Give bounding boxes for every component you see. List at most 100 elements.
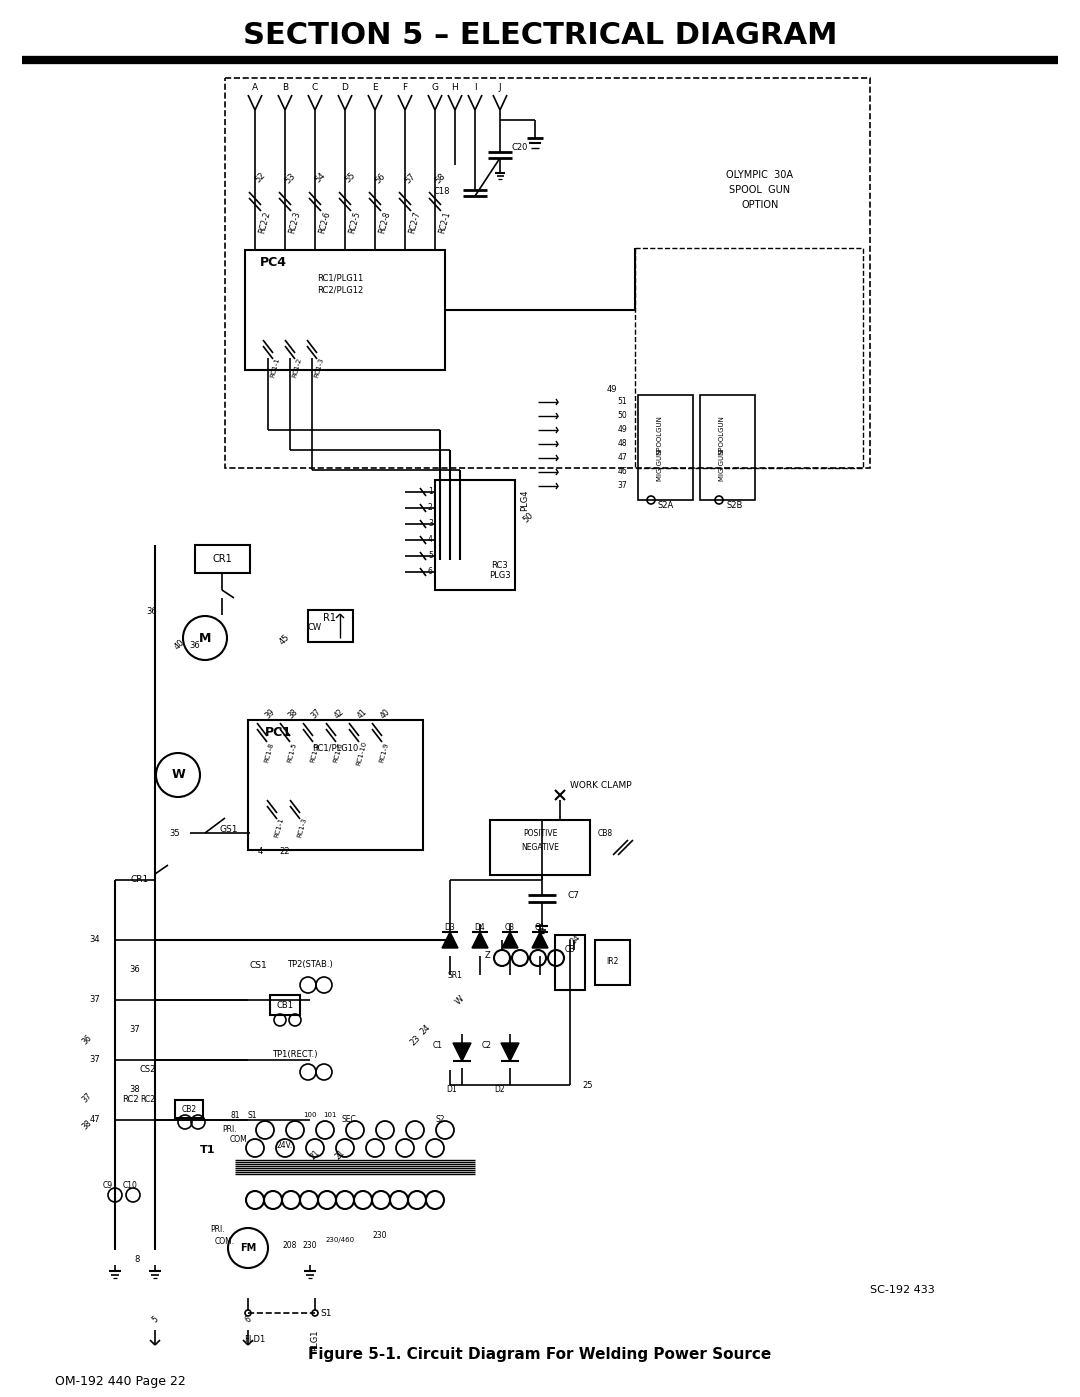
Text: COM.: COM. bbox=[215, 1238, 235, 1246]
Text: PC1: PC1 bbox=[265, 725, 292, 739]
Text: CB: CB bbox=[565, 946, 576, 954]
Text: PRI.: PRI. bbox=[211, 1225, 226, 1235]
Text: S1: S1 bbox=[247, 1111, 257, 1119]
Text: SPOOLGUN: SPOOLGUN bbox=[657, 415, 663, 454]
Text: SECTION 5 – ELECTRICAL DIAGRAM: SECTION 5 – ELECTRICAL DIAGRAM bbox=[243, 21, 837, 49]
Text: 21: 21 bbox=[334, 1148, 347, 1161]
Text: MIG GUN: MIG GUN bbox=[719, 450, 725, 481]
Text: 56: 56 bbox=[373, 170, 387, 184]
Text: NEGATIVE: NEGATIVE bbox=[521, 842, 559, 852]
Text: C3: C3 bbox=[505, 923, 515, 933]
Text: PLG3: PLG3 bbox=[489, 570, 511, 580]
Text: 40: 40 bbox=[173, 638, 187, 652]
Text: FM: FM bbox=[240, 1243, 256, 1253]
Text: TP1(RECT.): TP1(RECT.) bbox=[272, 1051, 318, 1059]
Text: H: H bbox=[451, 84, 458, 92]
Text: 37: 37 bbox=[90, 1056, 100, 1065]
Text: S2: S2 bbox=[435, 1115, 445, 1125]
Text: RC2: RC2 bbox=[140, 1095, 156, 1105]
Text: I: I bbox=[474, 84, 476, 92]
Text: 55: 55 bbox=[343, 170, 356, 184]
Text: RC2-2: RC2-2 bbox=[257, 210, 271, 235]
Text: C1: C1 bbox=[433, 1041, 443, 1049]
Text: 39: 39 bbox=[264, 707, 276, 721]
Text: RC1-8: RC1-8 bbox=[264, 742, 275, 764]
Text: R1: R1 bbox=[324, 613, 337, 623]
Text: FLD1: FLD1 bbox=[244, 1336, 266, 1344]
Bar bbox=[555, 935, 585, 990]
Text: RC1-1: RC1-1 bbox=[270, 358, 281, 379]
Bar bbox=[225, 78, 870, 468]
Text: SC-192 433: SC-192 433 bbox=[870, 1285, 935, 1295]
Text: RC2-1: RC2-1 bbox=[437, 210, 451, 235]
Text: 37: 37 bbox=[618, 482, 627, 490]
Text: T1: T1 bbox=[200, 1146, 215, 1155]
Text: 230/460: 230/460 bbox=[325, 1236, 354, 1243]
Text: 22: 22 bbox=[280, 848, 291, 856]
Text: 38: 38 bbox=[130, 1085, 140, 1094]
Text: S1: S1 bbox=[320, 1309, 332, 1317]
Text: OM-192 440 Page 22: OM-192 440 Page 22 bbox=[55, 1376, 186, 1389]
Text: 37: 37 bbox=[90, 996, 100, 1004]
Text: 51: 51 bbox=[618, 398, 627, 407]
Bar bbox=[435, 481, 515, 590]
Text: CW: CW bbox=[308, 623, 322, 633]
Text: 49: 49 bbox=[607, 386, 618, 394]
Text: IR2: IR2 bbox=[606, 957, 618, 967]
Text: 230: 230 bbox=[373, 1231, 388, 1239]
Text: 47: 47 bbox=[90, 1115, 100, 1125]
Text: RC2: RC2 bbox=[122, 1095, 138, 1105]
Text: PLG4: PLG4 bbox=[521, 489, 529, 511]
Text: RC1-6: RC1-6 bbox=[333, 742, 345, 764]
Text: 4: 4 bbox=[257, 848, 262, 856]
Text: PRI.: PRI. bbox=[222, 1126, 238, 1134]
Text: PLG1: PLG1 bbox=[311, 1330, 320, 1351]
Text: 100: 100 bbox=[303, 1112, 316, 1118]
Text: 52: 52 bbox=[253, 170, 267, 184]
Text: C2: C2 bbox=[482, 1041, 492, 1049]
Text: D1: D1 bbox=[447, 1085, 457, 1094]
Text: 53: 53 bbox=[283, 170, 297, 184]
Text: E: E bbox=[373, 84, 378, 92]
Text: Figure 5-1. Circuit Diagram For Welding Power Source: Figure 5-1. Circuit Diagram For Welding … bbox=[309, 1348, 771, 1362]
Text: 37: 37 bbox=[309, 707, 323, 721]
Text: 34: 34 bbox=[90, 936, 100, 944]
Bar bbox=[248, 719, 423, 849]
Text: CB8: CB8 bbox=[598, 828, 613, 837]
Text: RC1-9: RC1-9 bbox=[379, 742, 390, 764]
Bar bbox=[638, 395, 693, 500]
Text: S2A: S2A bbox=[658, 500, 674, 510]
Text: 36: 36 bbox=[190, 640, 201, 650]
Text: RC1-2: RC1-2 bbox=[310, 742, 321, 764]
Text: 45: 45 bbox=[279, 633, 292, 647]
Text: MIG GUN: MIG GUN bbox=[657, 450, 663, 481]
Text: J: J bbox=[499, 84, 501, 92]
Text: RC2-5: RC2-5 bbox=[347, 210, 362, 235]
Bar bbox=[700, 395, 755, 500]
Text: 37: 37 bbox=[80, 1091, 94, 1105]
Text: COM.: COM. bbox=[230, 1136, 251, 1144]
Text: CS2: CS2 bbox=[139, 1066, 157, 1074]
Text: D4: D4 bbox=[474, 923, 485, 933]
Text: CR1: CR1 bbox=[131, 876, 149, 884]
Text: 38: 38 bbox=[80, 1119, 94, 1132]
Text: 101: 101 bbox=[323, 1112, 337, 1118]
Text: F: F bbox=[403, 84, 407, 92]
Bar bbox=[490, 820, 590, 875]
Text: GS1: GS1 bbox=[220, 826, 239, 834]
Text: CR1: CR1 bbox=[212, 555, 232, 564]
Polygon shape bbox=[453, 1044, 471, 1060]
Text: 40: 40 bbox=[378, 707, 392, 721]
Text: 1: 1 bbox=[428, 488, 433, 496]
Text: B: B bbox=[282, 84, 288, 92]
Text: Z: Z bbox=[484, 950, 490, 960]
Text: 230: 230 bbox=[302, 1241, 318, 1249]
Text: 6: 6 bbox=[428, 567, 433, 577]
Text: 6: 6 bbox=[243, 1315, 253, 1324]
Text: RC2/PLG12: RC2/PLG12 bbox=[316, 285, 363, 295]
Text: CS1: CS1 bbox=[249, 961, 267, 970]
Text: CB2: CB2 bbox=[181, 1105, 197, 1113]
Text: 35: 35 bbox=[170, 828, 180, 837]
Text: D2: D2 bbox=[495, 1085, 505, 1094]
Text: C7: C7 bbox=[568, 890, 580, 900]
